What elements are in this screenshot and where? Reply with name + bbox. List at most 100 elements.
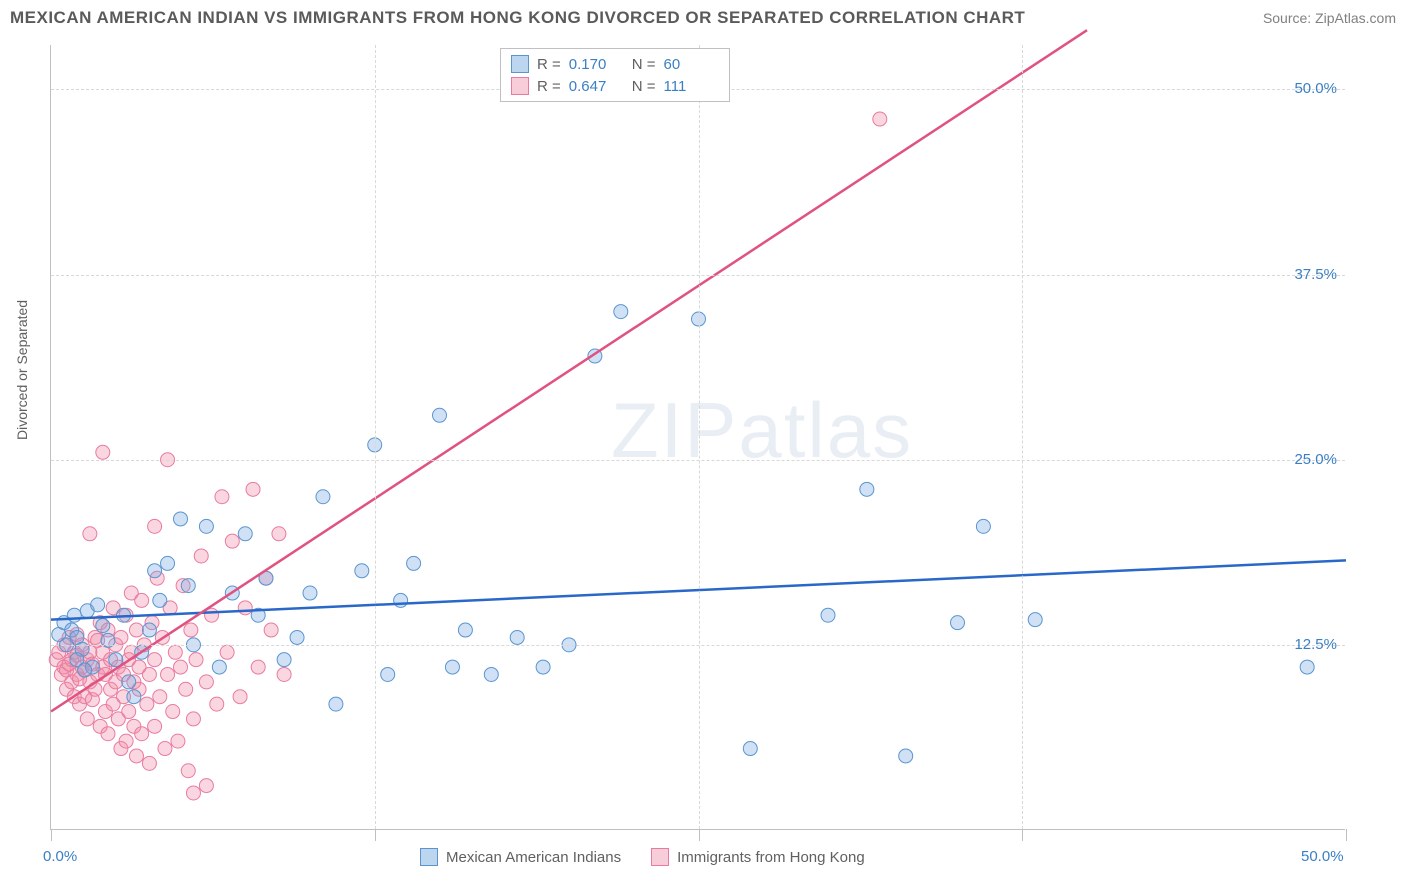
scatter-point [316, 490, 330, 504]
scatter-point [821, 608, 835, 622]
scatter-point [303, 586, 317, 600]
x-tick-label: 0.0% [43, 848, 77, 865]
scatter-point [484, 667, 498, 681]
y-tick-label: 50.0% [1294, 80, 1337, 97]
scatter-point [122, 675, 136, 689]
swatch-bottom-1 [651, 848, 669, 866]
scatter-point [148, 519, 162, 533]
scatter-point [394, 593, 408, 607]
scatter-point [238, 601, 252, 615]
scatter-point [743, 742, 757, 756]
scatter-point [329, 697, 343, 711]
legend-stats-row-0: R = 0.170 N = 60 [511, 53, 719, 75]
stat-r-label: R = [537, 56, 561, 73]
scatter-point [171, 734, 185, 748]
scatter-point [181, 764, 195, 778]
swatch-series-1 [511, 77, 529, 95]
scatter-point [225, 534, 239, 548]
swatch-series-0 [511, 55, 529, 73]
scatter-point [148, 653, 162, 667]
scatter-point [135, 593, 149, 607]
scatter-point [174, 512, 188, 526]
scatter-point [184, 623, 198, 637]
gridline-v [1022, 45, 1023, 829]
scatter-point [215, 490, 229, 504]
x-tick [1022, 829, 1023, 841]
scatter-point [96, 619, 110, 633]
scatter-point [148, 719, 162, 733]
swatch-bottom-0 [420, 848, 438, 866]
scatter-point [181, 579, 195, 593]
scatter-point [510, 630, 524, 644]
scatter-point [122, 705, 136, 719]
scatter-point [119, 734, 133, 748]
source-label: Source: ZipAtlas.com [1263, 10, 1396, 26]
x-tick [1346, 829, 1347, 841]
scatter-point [976, 519, 990, 533]
scatter-point [142, 623, 156, 637]
scatter-point [277, 653, 291, 667]
x-tick [375, 829, 376, 841]
scatter-point [458, 623, 472, 637]
scatter-point [210, 697, 224, 711]
scatter-point [179, 682, 193, 696]
scatter-point [96, 445, 110, 459]
scatter-point [91, 598, 105, 612]
scatter-point [246, 482, 260, 496]
stat-r-1: 0.647 [569, 78, 624, 95]
scatter-point [233, 690, 247, 704]
y-tick-label: 37.5% [1294, 266, 1337, 283]
scatter-point [433, 408, 447, 422]
scatter-point [142, 756, 156, 770]
scatter-point [220, 645, 234, 659]
scatter-point [264, 623, 278, 637]
legend-item-0: Mexican American Indians [420, 848, 621, 866]
stat-n-label: N = [632, 56, 656, 73]
scatter-point [114, 630, 128, 644]
chart-title: MEXICAN AMERICAN INDIAN VS IMMIGRANTS FR… [10, 8, 1025, 28]
scatter-point [199, 519, 213, 533]
stat-n-label: N = [632, 78, 656, 95]
legend-stats: R = 0.170 N = 60 R = 0.647 N = 111 [500, 48, 730, 102]
scatter-point [67, 608, 81, 622]
scatter-point [129, 749, 143, 763]
gridline-v [375, 45, 376, 829]
scatter-point [290, 630, 304, 644]
scatter-point [238, 527, 252, 541]
gridline-v [699, 45, 700, 829]
scatter-point [873, 112, 887, 126]
scatter-point [536, 660, 550, 674]
scatter-point [194, 549, 208, 563]
scatter-point [168, 645, 182, 659]
scatter-point [142, 667, 156, 681]
scatter-point [161, 556, 175, 570]
scatter-point [899, 749, 913, 763]
scatter-point [951, 616, 965, 630]
scatter-point [135, 727, 149, 741]
scatter-point [78, 663, 92, 677]
scatter-point [80, 712, 94, 726]
scatter-point [355, 564, 369, 578]
legend-stats-row-1: R = 0.647 N = 111 [511, 75, 719, 97]
scatter-point [140, 697, 154, 711]
scatter-point [186, 786, 200, 800]
y-axis-title: Divorced or Separated [14, 300, 30, 440]
regression-line [51, 30, 1087, 711]
x-tick [51, 829, 52, 841]
scatter-point [614, 305, 628, 319]
scatter-point [407, 556, 421, 570]
legend-series: Mexican American Indians Immigrants from… [420, 848, 865, 866]
scatter-point [153, 593, 167, 607]
scatter-point [166, 705, 180, 719]
scatter-point [272, 527, 286, 541]
y-tick-label: 25.0% [1294, 451, 1337, 468]
scatter-point [148, 564, 162, 578]
scatter-point [174, 660, 188, 674]
scatter-point [153, 690, 167, 704]
scatter-point [186, 712, 200, 726]
scatter-point [381, 667, 395, 681]
scatter-point [161, 667, 175, 681]
scatter-point [1300, 660, 1314, 674]
legend-label-1: Immigrants from Hong Kong [677, 849, 865, 866]
scatter-point [83, 527, 97, 541]
